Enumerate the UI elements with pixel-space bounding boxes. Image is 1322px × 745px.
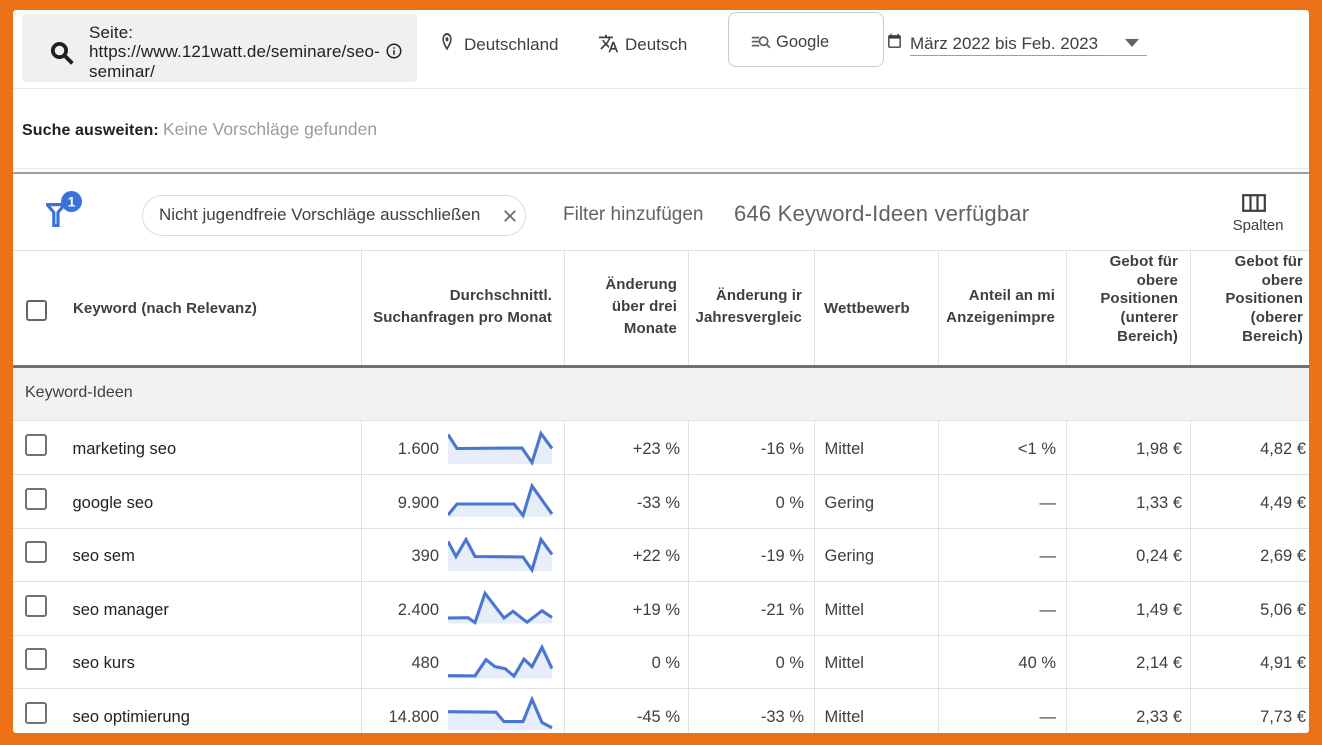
svg-text:1: 1 xyxy=(68,194,76,209)
